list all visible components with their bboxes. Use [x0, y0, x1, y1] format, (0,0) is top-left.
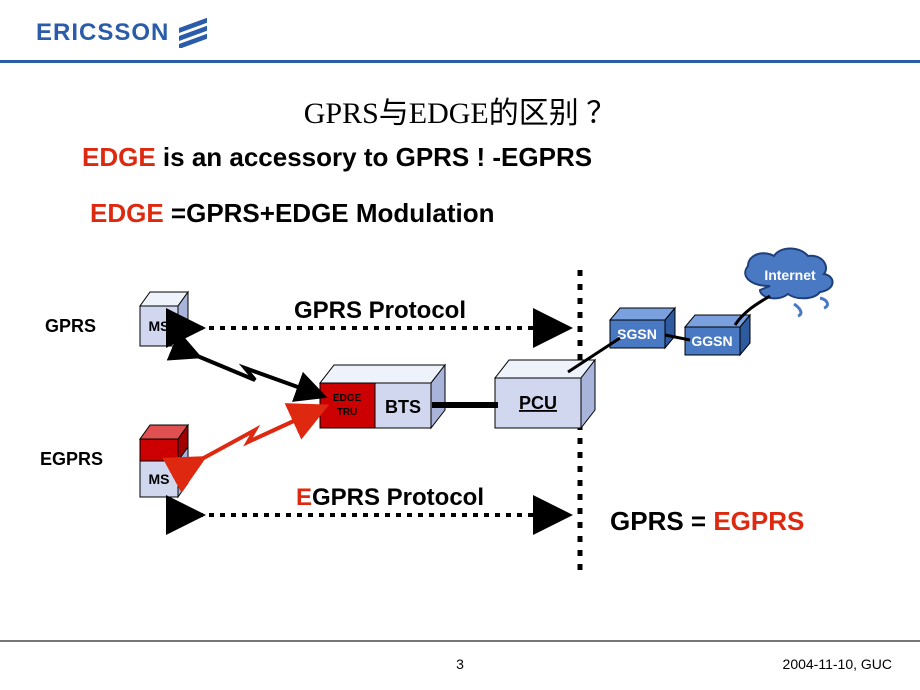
brand-logo: ERICSSON — [36, 18, 207, 48]
diagram-area: Internet SGSN GGSN PCU EDGE — [0, 230, 920, 590]
statement-2-black: =GPRS+EDGE Modulation — [164, 198, 495, 228]
black-bolt-arrow — [195, 355, 320, 395]
gprs-side-label: GPRS — [45, 316, 96, 336]
ggsn-label: GGSN — [691, 333, 732, 349]
egprs-side-label: EGPRS — [40, 449, 103, 469]
ms-egprs-label: MS — [149, 471, 170, 487]
red-bolt-arrow — [200, 408, 322, 460]
edge-tru-label-1: EDGE — [333, 393, 362, 404]
egprs-protocol-label: EGPRS Protocol — [296, 484, 484, 511]
internet-cloud: Internet — [745, 249, 832, 317]
bts-group: EDGE TRU BTS — [320, 365, 445, 428]
slide-title: GPRS与EDGE的区别 ？ — [0, 88, 920, 132]
statement-1-black: is an accessory to GPRS ! -EGPRS — [156, 142, 592, 172]
ms-gprs-label: MS — [149, 318, 170, 334]
ms-gprs-box: MS — [140, 292, 188, 346]
statement-2-red: EDGE — [90, 198, 164, 228]
statement-1-red: EDGE — [82, 142, 156, 172]
sgsn-box: SGSN — [610, 308, 675, 348]
ericsson-bars-icon — [179, 18, 207, 48]
footer-divider — [0, 640, 920, 642]
pcu-label: PCU — [519, 393, 557, 413]
brand-text: ERICSSON — [36, 19, 169, 47]
equation: GPRS = EGPRS — [610, 506, 804, 536]
ggsn-box: GGSN — [685, 315, 750, 355]
pcu-box: PCU — [495, 360, 595, 428]
internet-label: Internet — [764, 267, 816, 283]
bts-label: BTS — [385, 397, 421, 417]
footer-date: 2004-11-10, GUC — [783, 656, 892, 672]
statement-1: EDGE is an accessory to GPRS ! -EGPRS — [82, 142, 592, 173]
gprs-protocol-label: GPRS Protocol — [294, 297, 466, 324]
sgsn-label: SGSN — [617, 326, 657, 342]
edge-tru-label-2: TRU — [337, 407, 358, 418]
header-divider — [0, 60, 920, 63]
ms-egprs-box: MS — [140, 425, 188, 497]
statement-2: EDGE =GPRS+EDGE Modulation — [90, 198, 495, 229]
